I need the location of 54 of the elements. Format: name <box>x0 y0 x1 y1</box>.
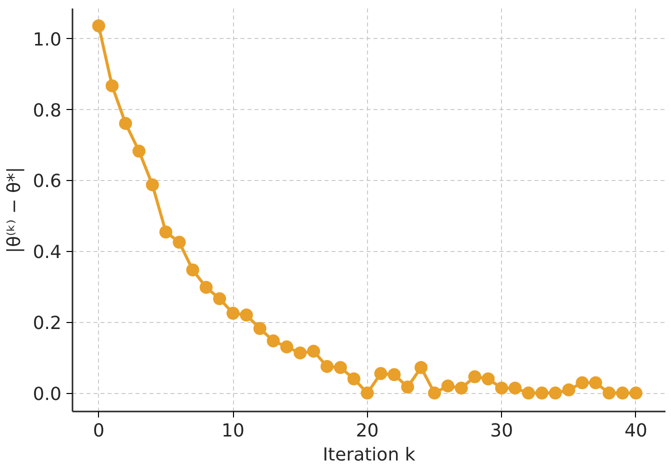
point <box>266 334 280 348</box>
point <box>454 382 468 395</box>
point <box>401 380 414 394</box>
y-tick-label: 0.2 <box>32 313 62 334</box>
point <box>200 280 213 294</box>
point <box>307 344 320 358</box>
point <box>172 236 186 249</box>
point <box>602 386 616 400</box>
point <box>548 386 562 400</box>
point <box>482 372 495 386</box>
y-tick-label: 1.0 <box>32 29 62 50</box>
point <box>629 386 642 400</box>
point <box>508 382 522 395</box>
point <box>253 322 266 335</box>
point <box>441 379 454 392</box>
point <box>186 263 200 276</box>
x-tick-label: 10 <box>222 420 244 442</box>
y-tick-label: 0.4 <box>32 242 62 264</box>
point <box>146 178 159 192</box>
x-tick-label: 20 <box>356 420 379 442</box>
point <box>159 226 172 238</box>
point <box>320 360 334 373</box>
point <box>495 382 508 395</box>
point <box>428 386 441 400</box>
point <box>522 386 535 400</box>
y-tick-label: 0.6 <box>32 171 62 192</box>
point <box>280 340 294 354</box>
point <box>106 79 119 92</box>
point <box>589 376 602 390</box>
point <box>119 116 132 130</box>
x-tick-label: 0 <box>92 420 104 442</box>
y-tick-label: 0.0 <box>32 384 62 406</box>
point <box>468 370 482 384</box>
point <box>334 361 347 374</box>
point <box>388 368 401 382</box>
y-axis-title: |θ⁽ᵏ⁾ − θ*| <box>4 166 25 254</box>
point <box>240 308 253 322</box>
point <box>374 367 388 380</box>
point <box>360 386 374 400</box>
x-tick-label: 30 <box>490 420 514 442</box>
point <box>347 372 360 386</box>
point <box>616 386 630 400</box>
y-tick-label: 0.8 <box>32 100 62 122</box>
point <box>562 383 576 396</box>
point <box>92 19 106 32</box>
point <box>226 306 240 320</box>
point <box>132 144 146 158</box>
point <box>213 292 226 306</box>
x-tick-label: 40 <box>624 420 648 442</box>
x-axis-title: Iteration k <box>322 444 416 466</box>
point <box>294 346 307 360</box>
point <box>535 386 548 400</box>
point <box>576 376 589 390</box>
point <box>414 361 428 374</box>
